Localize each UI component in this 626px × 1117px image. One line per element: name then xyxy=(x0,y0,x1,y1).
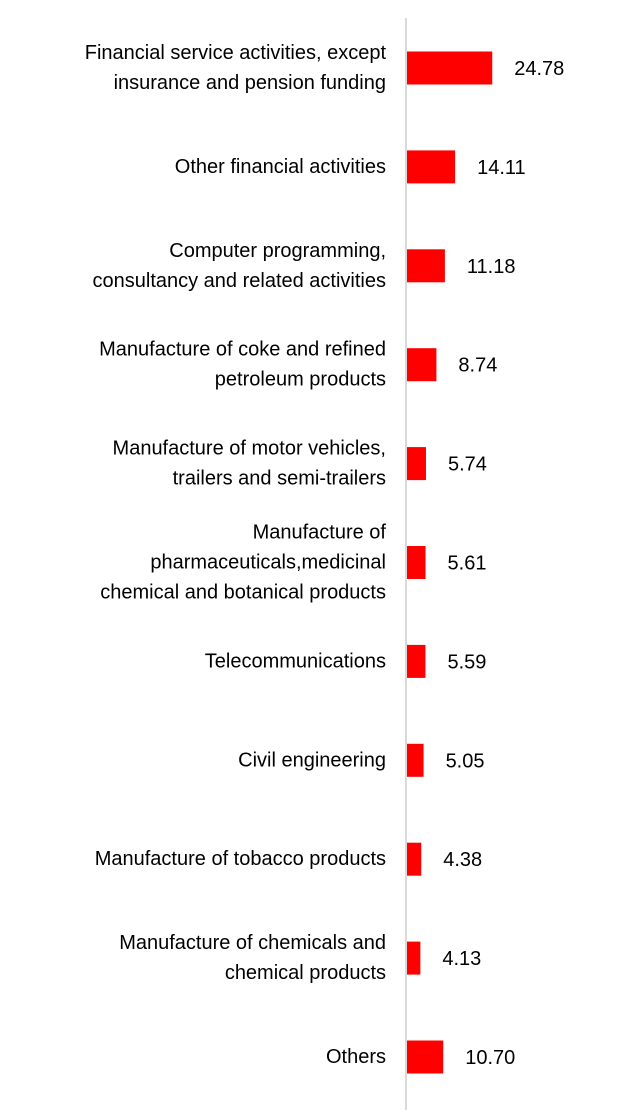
category-label-line: Civil engineering xyxy=(238,749,386,771)
bar xyxy=(406,447,426,481)
category-label-line: insurance and pension funding xyxy=(114,72,386,94)
category-label-line: Manufacture of tobacco products xyxy=(95,848,386,870)
bar xyxy=(406,150,456,184)
bars xyxy=(406,51,493,1074)
category-label-line: Computer programming, xyxy=(169,240,386,262)
bar xyxy=(406,743,424,777)
category-label: Manufacture of motor vehicles, trailers a… xyxy=(113,438,386,490)
value-label: 8.74 xyxy=(458,355,497,377)
value-label: 5.05 xyxy=(446,750,485,772)
category-label-line: Other financial activities xyxy=(175,156,386,178)
bar xyxy=(406,546,426,579)
value-label: 4.38 xyxy=(443,849,482,871)
bar xyxy=(406,348,437,382)
value-label: 5.59 xyxy=(447,651,486,673)
bar xyxy=(406,842,422,876)
category-label-line: Financial service activities, except xyxy=(85,42,387,64)
value-label: 5.74 xyxy=(448,454,487,476)
category-label: Civil engineering xyxy=(238,749,386,771)
category-label-line: Others xyxy=(326,1046,386,1068)
category-label-line: Manufacture of motor vehicles, xyxy=(113,438,386,460)
category-label: Telecommunications xyxy=(205,650,386,672)
category-label-line: Manufacture of xyxy=(253,522,387,544)
value-label: 24.78 xyxy=(514,58,564,80)
category-label-line: consultancy and related activities xyxy=(93,270,387,292)
value-label: 4.13 xyxy=(442,948,481,970)
category-label-line: trailers and semi-trailers xyxy=(173,468,386,490)
category-label-line: petroleum products xyxy=(215,369,386,391)
bar xyxy=(406,1040,444,1074)
category-label: Other financial activities xyxy=(175,156,386,178)
category-label: Manufacture of chemicals and chemical pro… xyxy=(119,932,386,984)
category-label: Others xyxy=(326,1046,386,1068)
value-label: 5.61 xyxy=(448,553,487,575)
category-label: Financial service activities, except insu… xyxy=(85,42,387,94)
value-labels: 24.78 14.11 11.18 8.74 5.74 5.61 5.59 5.05 4.38 4… xyxy=(442,58,564,1069)
category-label-line: chemical products xyxy=(225,962,386,984)
category-label: Computer programming, consultancy and rel… xyxy=(93,240,387,292)
category-labels: Financial service activities, except insu… xyxy=(85,42,387,1068)
category-label-line: pharmaceuticals,medicinal xyxy=(150,552,386,574)
category-label-line: Manufacture of coke and refined xyxy=(99,339,386,361)
value-label: 14.11 xyxy=(477,157,526,179)
bar xyxy=(406,644,426,678)
bar xyxy=(406,51,493,85)
category-label: Manufacture of coke and refined petroleum… xyxy=(99,339,386,391)
value-label: 10.70 xyxy=(465,1047,515,1069)
category-label-line: Telecommunications xyxy=(205,650,386,672)
bar xyxy=(406,941,421,975)
category-label: Manufacture of pharmaceuticals,medicinal c… xyxy=(100,522,386,604)
category-label-line: Manufacture of chemicals and xyxy=(119,932,386,954)
bar xyxy=(406,249,445,283)
category-label: Manufacture of tobacco products xyxy=(95,848,386,870)
category-label-line: chemical and botanical products xyxy=(100,582,386,604)
value-label: 11.18 xyxy=(467,256,516,278)
